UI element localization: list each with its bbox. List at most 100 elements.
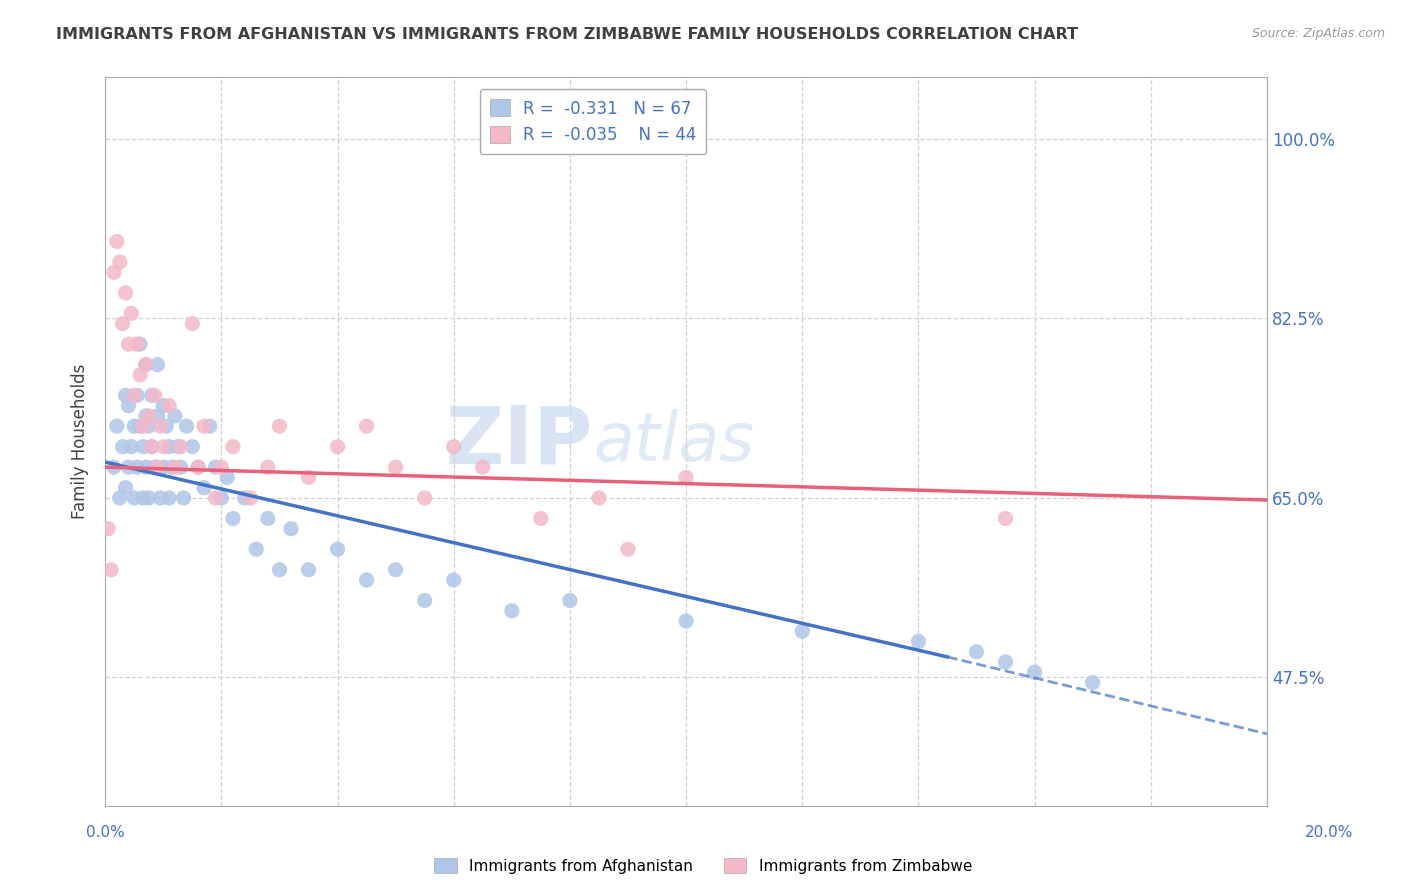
- Point: [501, 604, 523, 618]
- Point: [1024, 665, 1046, 680]
- Point: [141, 440, 163, 454]
- Point: [907, 634, 929, 648]
- Point: [233, 491, 256, 505]
- Point: [135, 460, 157, 475]
- Point: [129, 419, 152, 434]
- Point: [149, 491, 172, 505]
- Point: [170, 460, 193, 475]
- Point: [297, 563, 319, 577]
- Point: [103, 265, 125, 279]
- Point: [152, 399, 174, 413]
- Point: [127, 337, 149, 351]
- Point: [443, 440, 465, 454]
- Point: [132, 440, 155, 454]
- Point: [138, 409, 160, 423]
- Point: [617, 542, 640, 557]
- Point: [257, 460, 280, 475]
- Point: [122, 388, 145, 402]
- Point: [127, 460, 149, 475]
- Point: [187, 460, 209, 475]
- Point: [166, 440, 188, 454]
- Point: [356, 573, 378, 587]
- Point: [187, 460, 209, 475]
- Legend: Immigrants from Afghanistan, Immigrants from Zimbabwe: Immigrants from Afghanistan, Immigrants …: [427, 852, 979, 880]
- Point: [280, 522, 302, 536]
- Text: 20.0%: 20.0%: [1305, 825, 1353, 840]
- Point: [129, 368, 152, 382]
- Text: IMMIGRANTS FROM AFGHANISTAN VS IMMIGRANTS FROM ZIMBABWE FAMILY HOUSEHOLDS CORREL: IMMIGRANTS FROM AFGHANISTAN VS IMMIGRANT…: [56, 27, 1078, 42]
- Point: [100, 563, 122, 577]
- Point: [558, 593, 581, 607]
- Point: [157, 491, 180, 505]
- Point: [103, 460, 125, 475]
- Point: [384, 563, 406, 577]
- Point: [326, 440, 349, 454]
- Point: [413, 491, 436, 505]
- Point: [181, 317, 204, 331]
- Point: [326, 542, 349, 557]
- Point: [108, 491, 131, 505]
- Point: [173, 491, 195, 505]
- Point: [97, 522, 120, 536]
- Point: [105, 235, 128, 249]
- Point: [792, 624, 814, 639]
- Point: [114, 285, 136, 300]
- Point: [222, 440, 245, 454]
- Point: [471, 460, 494, 475]
- Legend: R =  -0.331   N = 67, R =  -0.035    N = 44: R = -0.331 N = 67, R = -0.035 N = 44: [479, 89, 706, 154]
- Point: [209, 460, 232, 475]
- Point: [122, 419, 145, 434]
- Point: [117, 337, 139, 351]
- Point: [994, 511, 1017, 525]
- Point: [132, 491, 155, 505]
- Point: [160, 460, 183, 475]
- Point: [675, 614, 697, 628]
- Point: [163, 409, 186, 423]
- Point: [132, 419, 155, 434]
- Point: [152, 440, 174, 454]
- Point: [209, 491, 232, 505]
- Point: [181, 440, 204, 454]
- Point: [413, 593, 436, 607]
- Point: [155, 419, 177, 434]
- Point: [149, 419, 172, 434]
- Text: atlas: atlas: [593, 409, 754, 475]
- Point: [239, 491, 262, 505]
- Point: [114, 388, 136, 402]
- Text: ZIP: ZIP: [446, 402, 593, 481]
- Point: [384, 460, 406, 475]
- Point: [146, 358, 169, 372]
- Point: [443, 573, 465, 587]
- Point: [176, 419, 198, 434]
- Point: [117, 399, 139, 413]
- Point: [146, 409, 169, 423]
- Point: [135, 409, 157, 423]
- Point: [204, 460, 226, 475]
- Point: [111, 317, 134, 331]
- Point: [269, 419, 291, 434]
- Point: [198, 419, 221, 434]
- Point: [222, 511, 245, 525]
- Point: [146, 460, 169, 475]
- Point: [135, 358, 157, 372]
- Point: [257, 511, 280, 525]
- Point: [163, 460, 186, 475]
- Point: [108, 255, 131, 269]
- Point: [157, 440, 180, 454]
- Point: [1081, 675, 1104, 690]
- Point: [675, 470, 697, 484]
- Point: [117, 460, 139, 475]
- Point: [157, 399, 180, 413]
- Point: [269, 563, 291, 577]
- Point: [170, 440, 193, 454]
- Point: [135, 358, 157, 372]
- Point: [138, 419, 160, 434]
- Point: [356, 419, 378, 434]
- Point: [245, 542, 267, 557]
- Point: [111, 440, 134, 454]
- Point: [138, 491, 160, 505]
- Point: [105, 419, 128, 434]
- Point: [129, 337, 152, 351]
- Point: [966, 645, 988, 659]
- Point: [588, 491, 610, 505]
